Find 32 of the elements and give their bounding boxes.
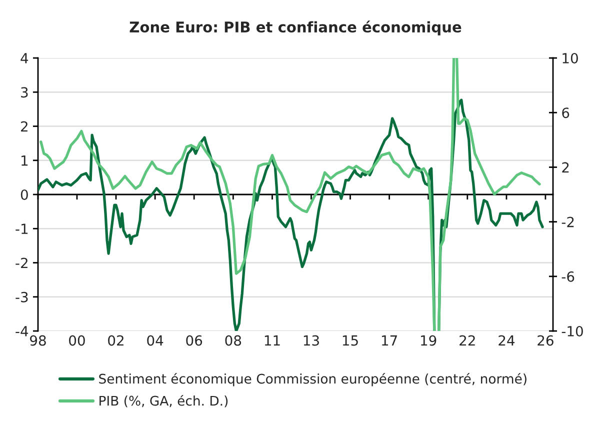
y-tick-label: 2 [21,121,28,132]
y2-tick-label: -6 [562,271,574,282]
y2-tick-label: 6 [562,108,570,118]
legend-label: PIB (%, GA, éch. D.) [100,395,228,408]
x-tick-label: 00 [69,335,85,346]
x-tick-label: 17 [382,335,397,346]
x-tick-label: 26 [538,335,554,346]
y2-tick-label: 10 [562,52,578,64]
x-tick-label: 06 [186,335,202,346]
x-tick-label: 04 [147,335,164,346]
y-tick-label: 3 [21,87,28,98]
y-tick-label: 4 [20,53,28,64]
chart-title: Zone Euro: PIB et confiance économique [130,20,462,36]
y-tick-label: -4 [16,326,28,336]
x-tick-label: 02 [108,335,124,346]
x-tick-label: 08 [225,335,242,346]
y-tick-label: -1 [16,224,28,234]
y2-tick-label: 2 [562,162,569,172]
y-tick-label: 1 [22,156,28,166]
x-tick-label: 24 [498,335,515,346]
x-tick-label: 19 [421,335,436,346]
x-tick-label: 15 [342,335,358,346]
x-tick-label: 98 [30,335,46,346]
x-tick-label: 11 [264,335,280,346]
y2-tick-label: -2 [562,216,574,228]
y-tick-label: -3 [16,292,28,302]
x-tick-label: 13 [304,335,319,346]
x-tick-label: 22 [460,335,475,346]
y-tick-label: -2 [16,258,28,268]
y-tick-label: 0 [20,189,28,200]
legend-label: Sentiment économique Commission européenne (centré, normé) [99,373,526,386]
y2-tick-label: -10 [562,326,583,336]
